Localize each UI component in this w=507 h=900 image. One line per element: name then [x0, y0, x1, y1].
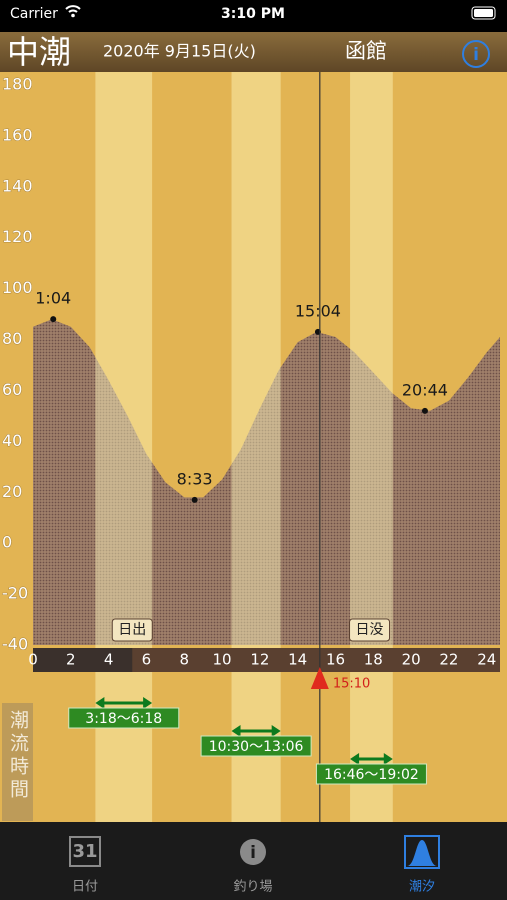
- info-glyph: i: [473, 45, 479, 65]
- sunset-tag: [349, 618, 391, 642]
- tide-area: [33, 319, 500, 645]
- flow-label: 10:30〜13:06: [209, 739, 304, 755]
- x-tick-label: 16: [326, 651, 345, 669]
- y-tick-label: 180: [2, 75, 33, 94]
- info-button[interactable]: [462, 40, 490, 68]
- extreme-label: 15:04: [295, 301, 341, 320]
- x-tick-label: 2: [66, 651, 76, 669]
- y-tick-label: 40: [2, 431, 22, 450]
- extreme-point: [421, 407, 428, 414]
- x-tick-label: 8: [179, 651, 189, 669]
- y-tick-label: 120: [2, 227, 33, 246]
- x-tick-label: 4: [104, 651, 114, 669]
- flow-band: [350, 72, 393, 822]
- y-tick-label: 100: [2, 278, 33, 297]
- extreme-label: 1:04: [35, 289, 71, 308]
- flow-label: 16:46〜19:02: [324, 767, 419, 783]
- x-tick-label: 10: [213, 651, 232, 669]
- y-tick-label: 140: [2, 176, 33, 195]
- tide-icon-frame: [404, 835, 440, 869]
- y-tick-label: 0: [2, 533, 12, 552]
- wifi-icon: [65, 5, 81, 13]
- tab-spot[interactable]: 釣り場: [233, 879, 272, 895]
- battery: [471, 6, 496, 20]
- x-tick-label: 12: [250, 651, 269, 669]
- now-label: 15:10: [333, 677, 370, 692]
- flow-box: [200, 735, 312, 757]
- flow-box: [68, 707, 180, 729]
- night-strip: [33, 648, 133, 672]
- x-tick-label: 22: [439, 651, 458, 669]
- header: [0, 32, 507, 72]
- extreme-point: [191, 496, 198, 503]
- sunrise-label: 日出: [118, 622, 146, 638]
- flow-band: [231, 72, 281, 822]
- flow-arrow-head: [350, 753, 393, 765]
- x-tick-label: 18: [364, 651, 383, 669]
- x-tick-label: 6: [142, 651, 152, 669]
- extreme-label: 20:44: [402, 380, 448, 399]
- tide-name: 中潮: [7, 33, 71, 71]
- flow-title-box: [2, 703, 33, 821]
- y-tick-label: -20: [2, 584, 28, 603]
- battery-level: [474, 9, 493, 17]
- flow-label: 3:18〜6:18: [85, 711, 162, 727]
- tide-icon: [407, 840, 437, 866]
- calendar-day: 31: [72, 841, 97, 862]
- y-tick-label: 60: [2, 380, 22, 399]
- wifi-dot: [71, 13, 75, 18]
- tab-tide[interactable]: 潮汐: [409, 879, 435, 895]
- info-icon: [240, 839, 266, 865]
- calendar-icon: [69, 836, 101, 867]
- now-marker: [310, 667, 329, 689]
- clock: 3:10 PM: [221, 6, 285, 22]
- extreme-label: 8:33: [177, 469, 213, 488]
- x-tick-label: 20: [402, 651, 421, 669]
- y-tick-label: -40: [2, 635, 28, 654]
- sunset-label: 日没: [356, 622, 384, 638]
- info-icon-glyph: i: [250, 843, 256, 863]
- extreme-point: [50, 316, 57, 323]
- carrier: Carrier: [10, 6, 58, 22]
- y-tick-label: 80: [2, 329, 22, 348]
- flow-band: [95, 72, 153, 822]
- flow-title: 潮流時間: [7, 710, 29, 802]
- flow-box: [315, 763, 427, 785]
- x-tick-label: 14: [288, 651, 307, 669]
- y-tick-label: 20: [2, 482, 22, 501]
- tab-date[interactable]: 日付: [72, 880, 98, 895]
- date: 2020年 9月15日(火): [103, 42, 256, 61]
- x-tick-label: 24: [477, 651, 496, 669]
- sunrise-tag: [111, 618, 153, 642]
- x-tick-label: 0: [28, 651, 38, 669]
- place: 函館: [345, 39, 387, 63]
- status-bar: [0, 0, 507, 32]
- y-tick-label: 160: [2, 125, 33, 144]
